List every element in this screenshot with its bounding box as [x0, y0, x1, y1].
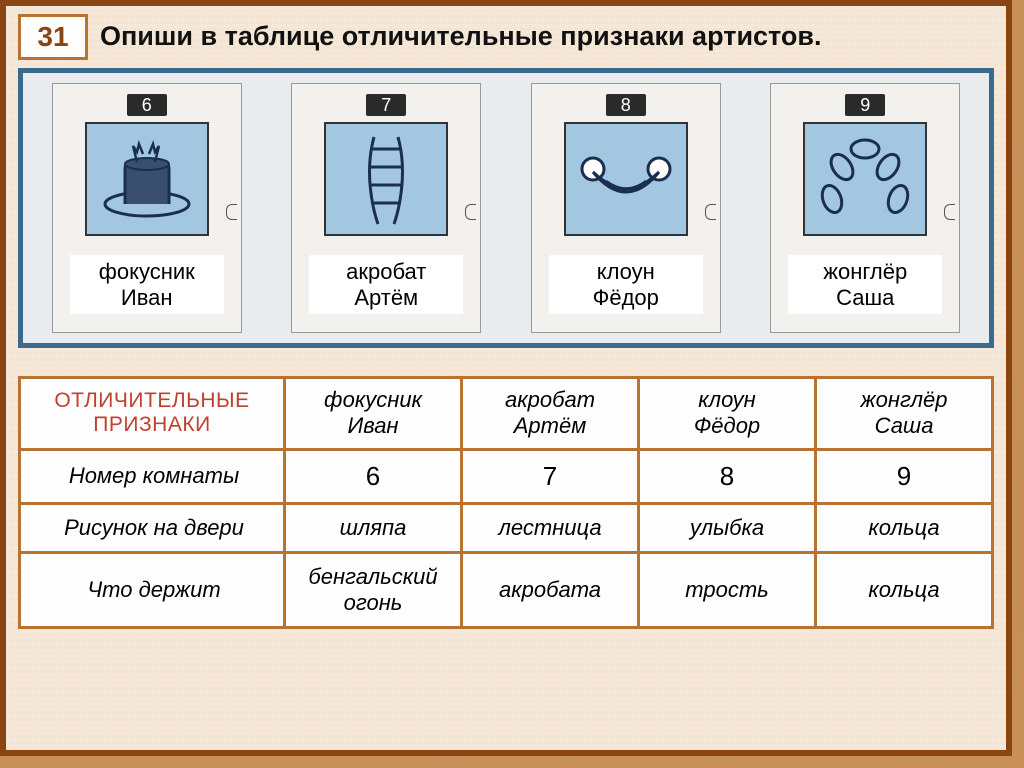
rings-icon — [810, 129, 920, 229]
table-cell: 7 — [462, 449, 639, 503]
table-cell: 6 — [285, 449, 462, 503]
table-row: Рисунок на двери шляпа лестница улыбка к… — [20, 503, 993, 552]
hat-icon — [97, 134, 197, 224]
room-number: 7 — [366, 94, 406, 116]
door-picture — [803, 122, 927, 236]
col-header: акробатАртём — [462, 378, 639, 450]
door-clown: 8 клоунФёдор — [531, 83, 721, 333]
door-label: акробатАртём — [309, 255, 463, 314]
task-title: Опиши в таблице отличительные признаки а… — [100, 14, 822, 52]
table-row: Номер комнаты 6 7 8 9 — [20, 449, 993, 503]
door-label: фокусникИван — [70, 255, 224, 314]
table-cell: акробата — [462, 552, 639, 627]
table-cell: улыбка — [639, 503, 816, 552]
table-cell: шляпа — [285, 503, 462, 552]
room-number: 6 — [127, 94, 167, 116]
door-label: клоунФёдор — [549, 255, 703, 314]
table-row: Что держит бенгальский огонь акробата тр… — [20, 552, 993, 627]
table-cell: 8 — [639, 449, 816, 503]
table-cell: лестница — [462, 503, 639, 552]
header-row: 31 Опиши в таблице отличительные признак… — [18, 14, 994, 60]
row-header: Что держит — [20, 552, 285, 627]
room-number: 8 — [606, 94, 646, 116]
door-acrobat: 7 акробатАртём — [291, 83, 481, 333]
door-picture — [324, 122, 448, 236]
table-cell: кольца — [816, 552, 993, 627]
door-knob — [944, 204, 955, 220]
table-header-row: ОТЛИЧИТЕЛЬНЫЕПРИЗНАКИ фокусникИван акроб… — [20, 378, 993, 450]
table-cell: трость — [639, 552, 816, 627]
table-cell: бенгальский огонь — [285, 552, 462, 627]
door-label: жонглёрСаша — [788, 255, 942, 314]
row-header: Рисунок на двери — [20, 503, 285, 552]
doors-panel: 6 фокусникИван 7 — [18, 68, 994, 348]
door-knob — [465, 204, 476, 220]
col-header: клоунФёдор — [639, 378, 816, 450]
col-header: жонглёрСаша — [816, 378, 993, 450]
door-magician: 6 фокусникИван — [52, 83, 242, 333]
corner-header: ОТЛИЧИТЕЛЬНЫЕПРИЗНАКИ — [20, 378, 285, 450]
door-juggler: 9 жонглёрСаша — [770, 83, 960, 333]
col-header: фокусникИван — [285, 378, 462, 450]
row-header: Номер комнаты — [20, 449, 285, 503]
ladder-icon — [336, 129, 436, 229]
features-table: ОТЛИЧИТЕЛЬНЫЕПРИЗНАКИ фокусникИван акроб… — [18, 376, 994, 629]
table-cell: 9 — [816, 449, 993, 503]
door-picture — [564, 122, 688, 236]
smile-icon — [571, 134, 681, 224]
door-picture — [85, 122, 209, 236]
door-knob — [705, 204, 716, 220]
room-number: 9 — [845, 94, 885, 116]
table-cell: кольца — [816, 503, 993, 552]
door-knob — [226, 204, 237, 220]
task-number-badge: 31 — [18, 14, 88, 60]
